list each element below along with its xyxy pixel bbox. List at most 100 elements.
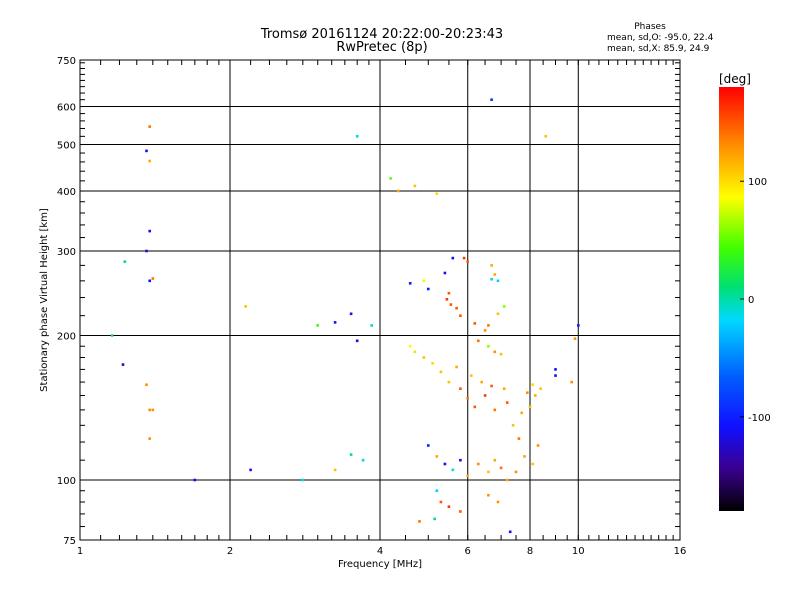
data-point [505,478,509,482]
x-tick-labels: 1 2 4 6 8 10 16 [77,546,687,557]
data-point [418,520,421,523]
data-point [145,383,148,386]
data-point [193,478,197,482]
data-point [531,383,534,386]
data-point [333,321,337,324]
data-point [451,256,455,260]
data-point [121,363,125,366]
x-tick-label: 16 [674,546,687,557]
data-point [496,500,500,504]
data-point [433,517,436,521]
data-point [490,384,493,388]
data-point [539,387,542,390]
data-point [249,468,252,472]
data-point [408,282,412,285]
data-point [554,368,557,371]
colorbar [719,87,744,511]
data-point [349,312,353,316]
data-point [570,380,573,384]
data-point [499,352,503,356]
data-point [502,305,506,308]
data-point [487,344,490,348]
data-point [355,339,359,343]
colorbar-tick-label: 100 [748,177,767,188]
data-point [349,453,353,456]
data-point [413,350,417,354]
data-point [496,312,500,316]
data-point [520,411,523,415]
data-point [523,455,526,458]
colorbar-tick-label: 0 [748,295,754,306]
data-point [487,470,490,474]
phases-title: Phases [634,22,666,32]
data-point [145,149,148,153]
y-tick-labels: 75 100 200 300 400 500 600 750 [57,56,76,547]
data-point [455,306,458,310]
data-point [528,405,532,409]
data-point [490,264,493,267]
x-tick-label: 6 [465,546,471,557]
data-point [514,470,518,474]
data-point [439,370,443,374]
data-point [517,437,521,440]
x-tick-label: 8 [527,546,533,557]
data-point [408,344,412,348]
data-point [123,260,127,263]
data-point [435,455,439,458]
data-points [110,98,580,534]
x-tick-label: 2 [227,546,233,557]
data-point [151,408,155,412]
data-point [459,458,462,462]
data-point [473,322,477,325]
colorbar-label: [deg] [719,72,751,86]
data-point [422,356,426,359]
data-point [473,405,477,409]
data-point [466,474,469,478]
data-point [447,291,451,295]
data-point [487,324,490,327]
data-point [451,468,455,472]
data-point [483,329,487,332]
data-point [480,380,483,384]
data-point [355,135,359,138]
data-point [531,462,534,466]
data-point [447,380,451,384]
data-point [466,260,469,263]
x-tick-label: 4 [377,546,383,557]
data-point [447,505,451,508]
y-tick-label: 200 [57,332,76,343]
data-point [573,337,577,340]
data-point [534,394,537,397]
data-point [536,444,540,447]
data-point [443,271,447,275]
data-point [148,229,151,233]
data-point [151,277,155,280]
data-point [145,249,148,253]
data-point [445,298,449,301]
y-axis-label: Stationary phase Virtual Height [km] [39,208,50,392]
axis-ticks [80,60,680,540]
data-point [493,458,497,462]
data-point [477,462,480,466]
data-point [505,401,509,404]
data-point [462,256,466,260]
data-point [148,437,151,440]
data-point [110,334,114,337]
data-point [427,444,430,447]
plot-frame [79,59,681,541]
data-point [470,374,473,377]
data-point [526,391,529,394]
y-tick-label: 750 [57,56,76,67]
data-point [244,305,247,308]
data-point [554,374,557,377]
x-axis-label: Frequency [MHz] [338,559,422,570]
phases-x-stats: mean, sd,X: 85.9, 24.9 [607,44,710,54]
data-point [148,159,151,163]
data-point [496,279,500,283]
y-tick-label: 300 [57,247,76,258]
x-tick-label: 10 [572,546,585,557]
data-point [413,184,417,188]
data-point [443,462,447,466]
data-point [459,510,462,513]
